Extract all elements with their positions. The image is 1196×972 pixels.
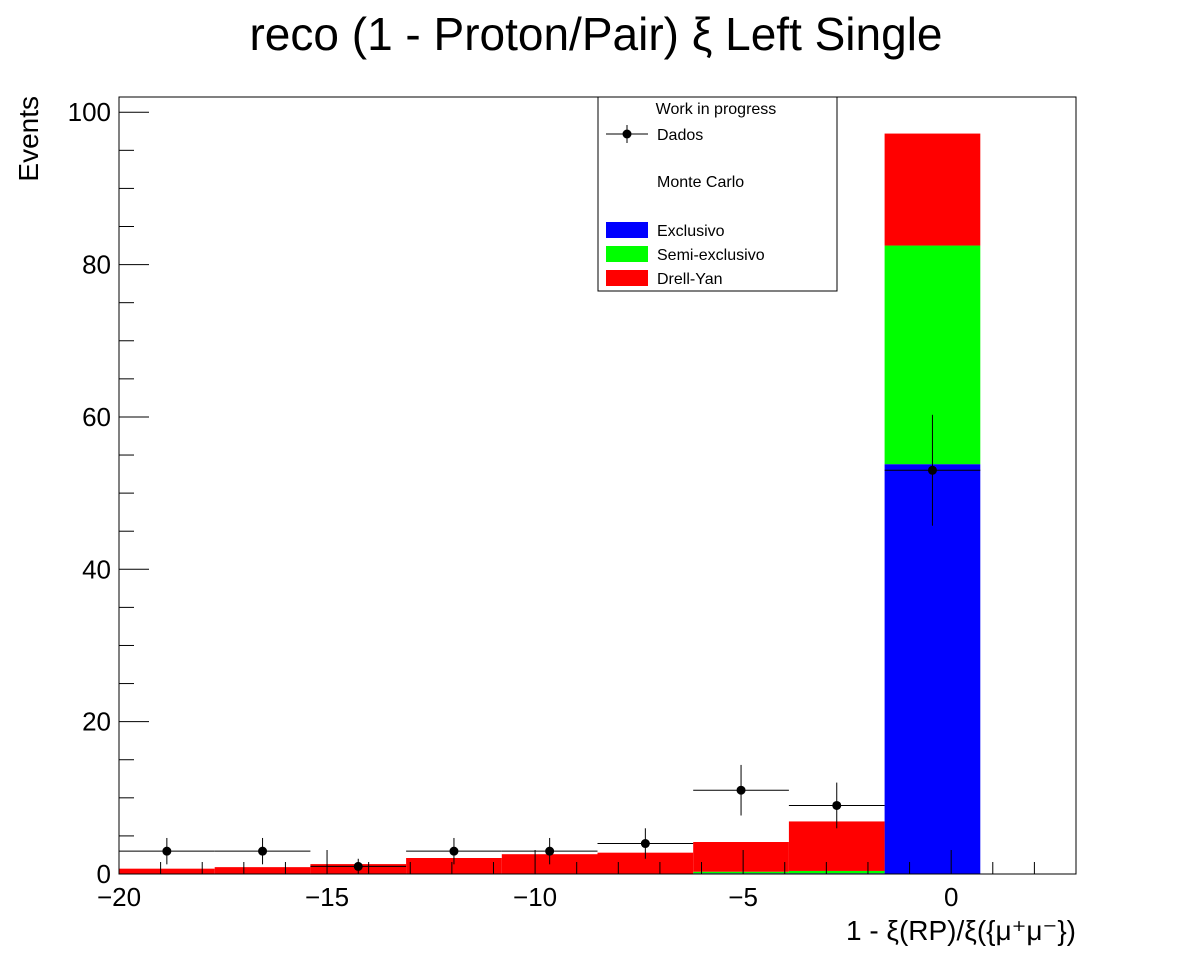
legend-label-dados: Dados [657, 127, 703, 144]
chart-title: reco (1 - Proton/Pair) ξ Left Single [249, 8, 942, 60]
x-tick-label-4: 0 [944, 882, 958, 912]
y-tick-label-1: 20 [82, 707, 111, 737]
data-point-marker-4 [545, 846, 555, 856]
y-tick-label-3: 60 [82, 402, 111, 432]
data-point-marker-7 [832, 800, 842, 810]
data-points [119, 414, 981, 874]
data-point-7 [788, 782, 885, 829]
data-point-marker-1 [258, 846, 268, 856]
data-point-1 [214, 837, 311, 865]
data-point-marker-8 [927, 465, 937, 475]
bar-semi-exclusivo-bin-7 [788, 870, 885, 874]
x-tick-label-3: −5 [728, 882, 758, 912]
bar-drell-yan-bin-1 [214, 867, 311, 874]
y-axis-label: Events [13, 96, 44, 182]
legend-label-semi-exclusivo: Semi-exclusivo [657, 247, 765, 264]
y-tick-label-4: 80 [82, 250, 111, 280]
bar-drell-yan-bin-8 [884, 133, 981, 246]
y-tick-label-2: 40 [82, 554, 111, 584]
bar-drell-yan-bin-3 [406, 858, 502, 874]
bar-drell-yan-bin-5 [597, 852, 694, 874]
x-tick-label-2: −10 [513, 882, 557, 912]
data-point-marker-2 [353, 861, 363, 871]
legend-swatch-drell-yan [606, 270, 648, 286]
bar-drell-yan-bin-7 [788, 821, 885, 871]
histogram-bars [119, 133, 981, 874]
data-point-marker-6 [736, 785, 746, 795]
bar-exclusivo-bin-8 [884, 464, 981, 874]
legend-label-drell-yan: Drell-Yan [657, 271, 723, 288]
x-tick-label-0: −20 [97, 882, 141, 912]
legend-swatch-exclusivo [606, 222, 648, 238]
y-tick-label-5: 100 [68, 97, 111, 127]
data-point-5 [597, 828, 694, 859]
x-tick-label-1: −15 [305, 882, 349, 912]
bar-drell-yan-bin-0 [119, 868, 215, 874]
legend-label-exclusivo: Exclusivo [657, 223, 725, 240]
data-point-marker-5 [640, 839, 650, 849]
data-point-3 [406, 837, 502, 865]
data-point-marker-3 [449, 846, 459, 856]
y-tick-label-0: 0 [97, 859, 111, 889]
data-point-6 [693, 764, 789, 816]
bar-semi-exclusivo-bin-6 [693, 871, 789, 874]
legend-header: Work in progress [656, 101, 777, 118]
legend-label-monte-carlo: Monte Carlo [657, 174, 744, 191]
data-point-marker-0 [162, 846, 172, 856]
data-point-2 [310, 858, 407, 874]
legend-data-marker [606, 125, 648, 143]
bar-drell-yan-bin-6 [693, 842, 789, 872]
data-point-8 [884, 414, 981, 526]
data-point-0 [119, 837, 215, 865]
legend: Work in progress Dados Monte Carlo Exclu… [597, 96, 838, 292]
legend-swatch-semi-exclusivo [606, 246, 648, 262]
data-point-4 [501, 837, 598, 865]
x-axis-label: 1 - ξ(RP)/ξ({μ⁺μ⁻}) [846, 915, 1076, 946]
